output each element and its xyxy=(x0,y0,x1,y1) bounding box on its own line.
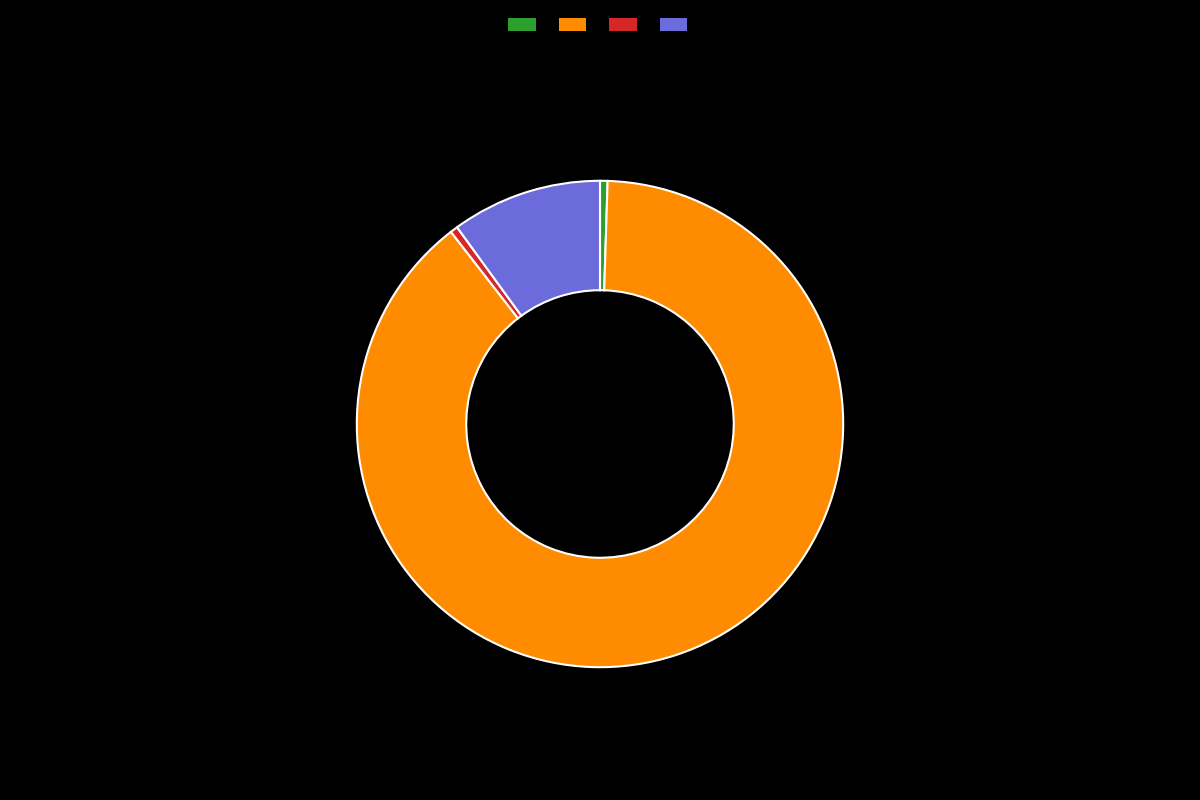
Wedge shape xyxy=(356,181,844,667)
Wedge shape xyxy=(457,181,600,316)
Legend: , , , : , , , xyxy=(503,12,697,39)
Wedge shape xyxy=(600,181,607,290)
Wedge shape xyxy=(451,227,521,318)
